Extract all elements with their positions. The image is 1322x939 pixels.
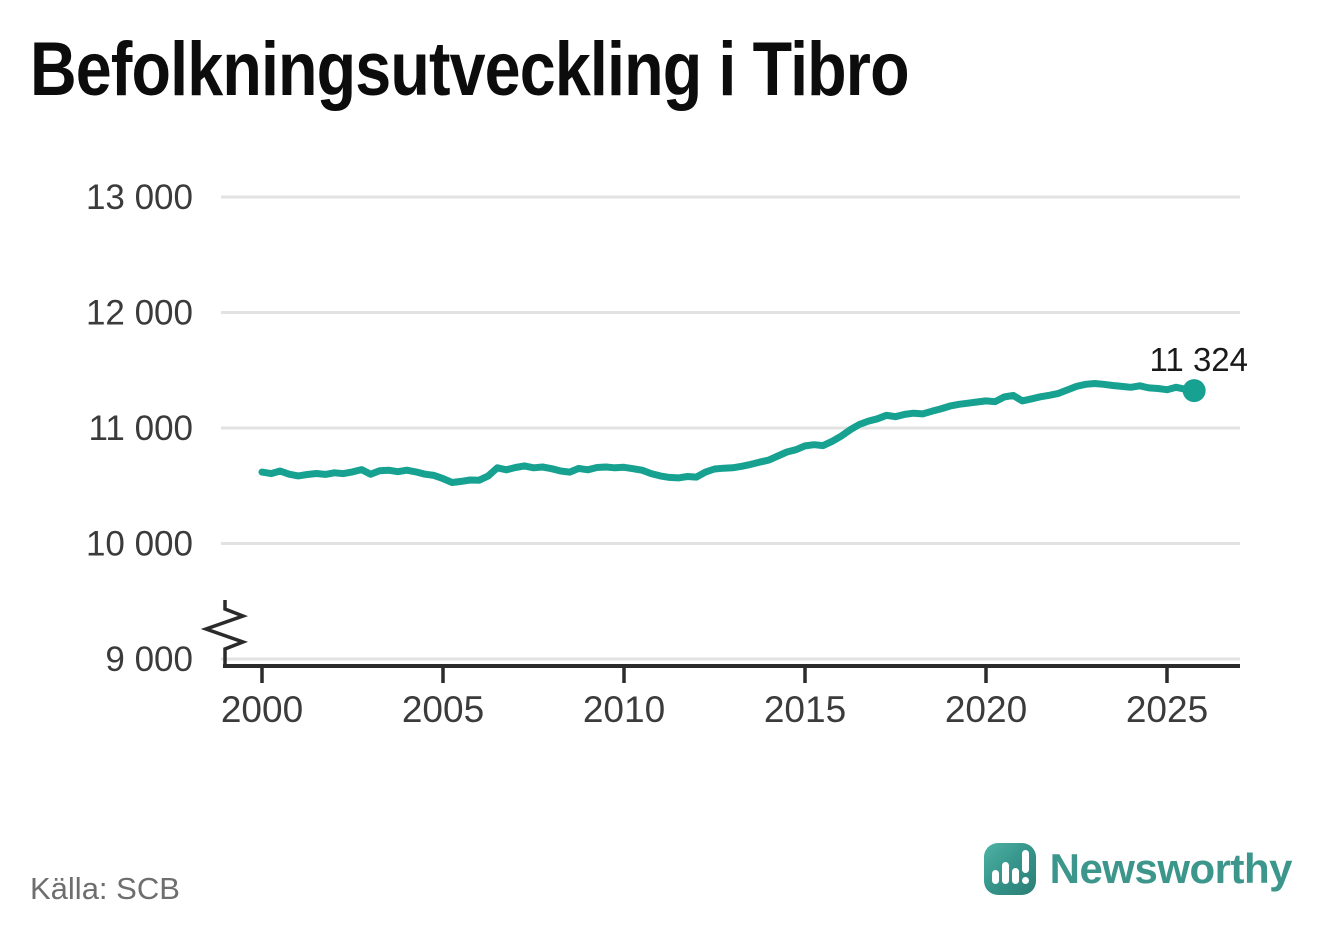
x-axis-label: 2010 xyxy=(583,689,665,730)
axis-break-icon xyxy=(200,600,249,664)
x-axis-label: 2020 xyxy=(945,689,1027,730)
x-axis-label: 2015 xyxy=(764,689,846,730)
y-axis-label: 10 000 xyxy=(86,525,193,564)
population-line xyxy=(258,380,1198,486)
exclamation-dot-icon xyxy=(1021,877,1029,884)
chart-title: Befolkningsutveckling i Tibro xyxy=(30,27,910,112)
y-axis-label: 9 000 xyxy=(105,640,193,679)
y-axis-label: 13 000 xyxy=(86,178,193,217)
newsworthy-logo-text: Newsworthy xyxy=(1049,845,1293,892)
x-axis-label: 2000 xyxy=(221,689,303,730)
newsworthy-logo-icon xyxy=(983,843,1036,909)
x-axis-label: 2005 xyxy=(402,689,484,730)
x-axis-label: 2025 xyxy=(1126,689,1208,730)
latest-point-marker xyxy=(1182,379,1206,403)
y-axis-label: 11 000 xyxy=(89,409,193,448)
bar-chart-bar-icon xyxy=(991,870,999,884)
newsworthy-logo: Newsworthy xyxy=(983,843,1293,909)
bar-chart-bar-icon xyxy=(1001,862,1009,884)
exclamation-mark-icon xyxy=(1021,850,1029,873)
latest-value-label: 11 324 xyxy=(1149,341,1248,378)
source-note: Källa: SCB xyxy=(30,871,180,906)
bar-chart-bar-icon xyxy=(1011,868,1019,884)
y-axis-label: 12 000 xyxy=(86,294,193,333)
